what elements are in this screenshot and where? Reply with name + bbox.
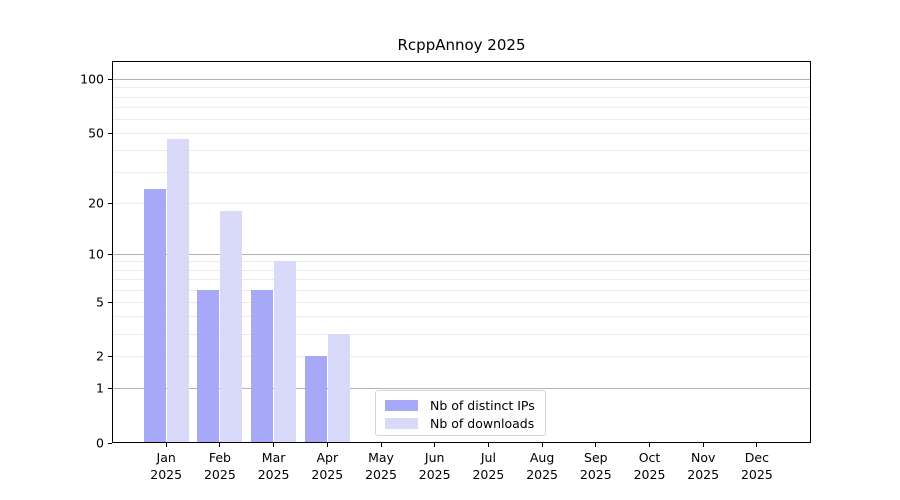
y-tick-label: 20 — [88, 195, 104, 211]
gridline-minor — [112, 87, 811, 89]
x-tick-label: May 2025 — [365, 450, 397, 482]
gridline-minor — [112, 316, 811, 318]
bar-downloads — [327, 333, 350, 443]
y-tick-label: 5 — [96, 294, 104, 310]
gridline-minor — [112, 106, 811, 108]
y-tick-label: 1 — [96, 380, 104, 396]
bar-downloads — [166, 139, 189, 443]
x-tick — [380, 443, 382, 447]
bar-distinct-ips — [251, 289, 274, 443]
legend: Nb of distinct IPs Nb of downloads — [375, 390, 546, 436]
bar-downloads — [220, 210, 243, 443]
y-tick — [108, 132, 112, 134]
x-tick — [487, 443, 489, 447]
y-tick-label: 0 — [96, 435, 104, 451]
bar-distinct-ips — [143, 189, 166, 443]
y-tick — [108, 301, 112, 303]
y-tick — [108, 443, 112, 444]
x-tick — [649, 443, 650, 447]
y-tick — [108, 253, 112, 255]
y-tick-label: 10 — [88, 246, 104, 262]
y-tick — [108, 202, 112, 204]
plot-area: Jan 2025 Feb 2025 Mar 2025 Apr 2025 May 2025 Jun 20… — [80, 61, 811, 482]
bar-distinct-ips — [197, 289, 220, 443]
x-tick-label: Jul 2025 — [472, 450, 505, 482]
x-tick-label: Dec 2025 — [740, 450, 773, 482]
x-tick — [219, 443, 221, 447]
x-tick-label: Nov 2025 — [687, 450, 720, 482]
x-tick-label: Mar 2025 — [257, 450, 290, 482]
bar-downloads — [274, 261, 297, 443]
x-tick — [273, 443, 275, 447]
x-tick — [541, 443, 543, 447]
x-tick-label: Jun 2025 — [418, 450, 451, 482]
x-tick — [165, 443, 167, 447]
legend-swatch-downloads — [385, 417, 418, 429]
x-tick-label: Aug 2025 — [526, 450, 558, 482]
x-tick — [434, 443, 436, 447]
gridline-minor — [112, 279, 811, 280]
gridline-major — [112, 388, 811, 390]
gridline-minor — [112, 172, 811, 174]
x-tick — [756, 443, 758, 447]
x-tick-label: Feb 2025 — [203, 450, 236, 482]
legend-label-distinct-ips: Nb of distinct IPs — [430, 397, 535, 413]
y-tick — [108, 356, 112, 358]
y-tick — [108, 79, 112, 81]
gridline-minor — [112, 333, 811, 335]
y-tick-label: 100 — [80, 71, 104, 87]
gridline-minor — [112, 261, 811, 263]
gridline-minor — [112, 202, 811, 204]
x-tick-label: Jan 2025 — [150, 450, 183, 482]
legend-item-distinct-ips: Nb of distinct IPs — [385, 396, 537, 414]
x-tick-label: Oct 2025 — [633, 450, 666, 482]
gridline-major — [112, 253, 811, 255]
y-tick-label: 50 — [88, 125, 104, 141]
gridline-major — [112, 79, 811, 81]
gridline-minor — [112, 96, 811, 98]
x-tick — [326, 443, 328, 447]
y-tick — [108, 388, 112, 390]
legend-item-downloads: Nb of downloads — [385, 414, 537, 432]
x-tick-label: Apr 2025 — [311, 450, 344, 482]
x-tick — [595, 443, 597, 447]
x-tick-label: Sep 2025 — [579, 450, 612, 482]
gridline-minor — [112, 301, 811, 303]
gridline-minor — [112, 269, 811, 271]
chart-title: RcppAnnoy 2025 — [397, 36, 526, 54]
chart-layers: Jan 2025 Feb 2025 Mar 2025 Apr 2025 May 2025 Jun 20… — [80, 61, 811, 482]
gridline-minor — [112, 132, 811, 134]
gridline-minor — [112, 356, 811, 358]
bar-distinct-ips — [304, 356, 327, 443]
gridline-minor — [112, 289, 811, 291]
gridline-minor — [112, 118, 811, 120]
legend-label-downloads: Nb of downloads — [430, 415, 535, 431]
legend-swatch-distinct-ips — [385, 399, 418, 411]
y-tick-label: 2 — [96, 348, 104, 364]
gridline-minor — [112, 150, 811, 152]
x-tick — [702, 443, 704, 447]
